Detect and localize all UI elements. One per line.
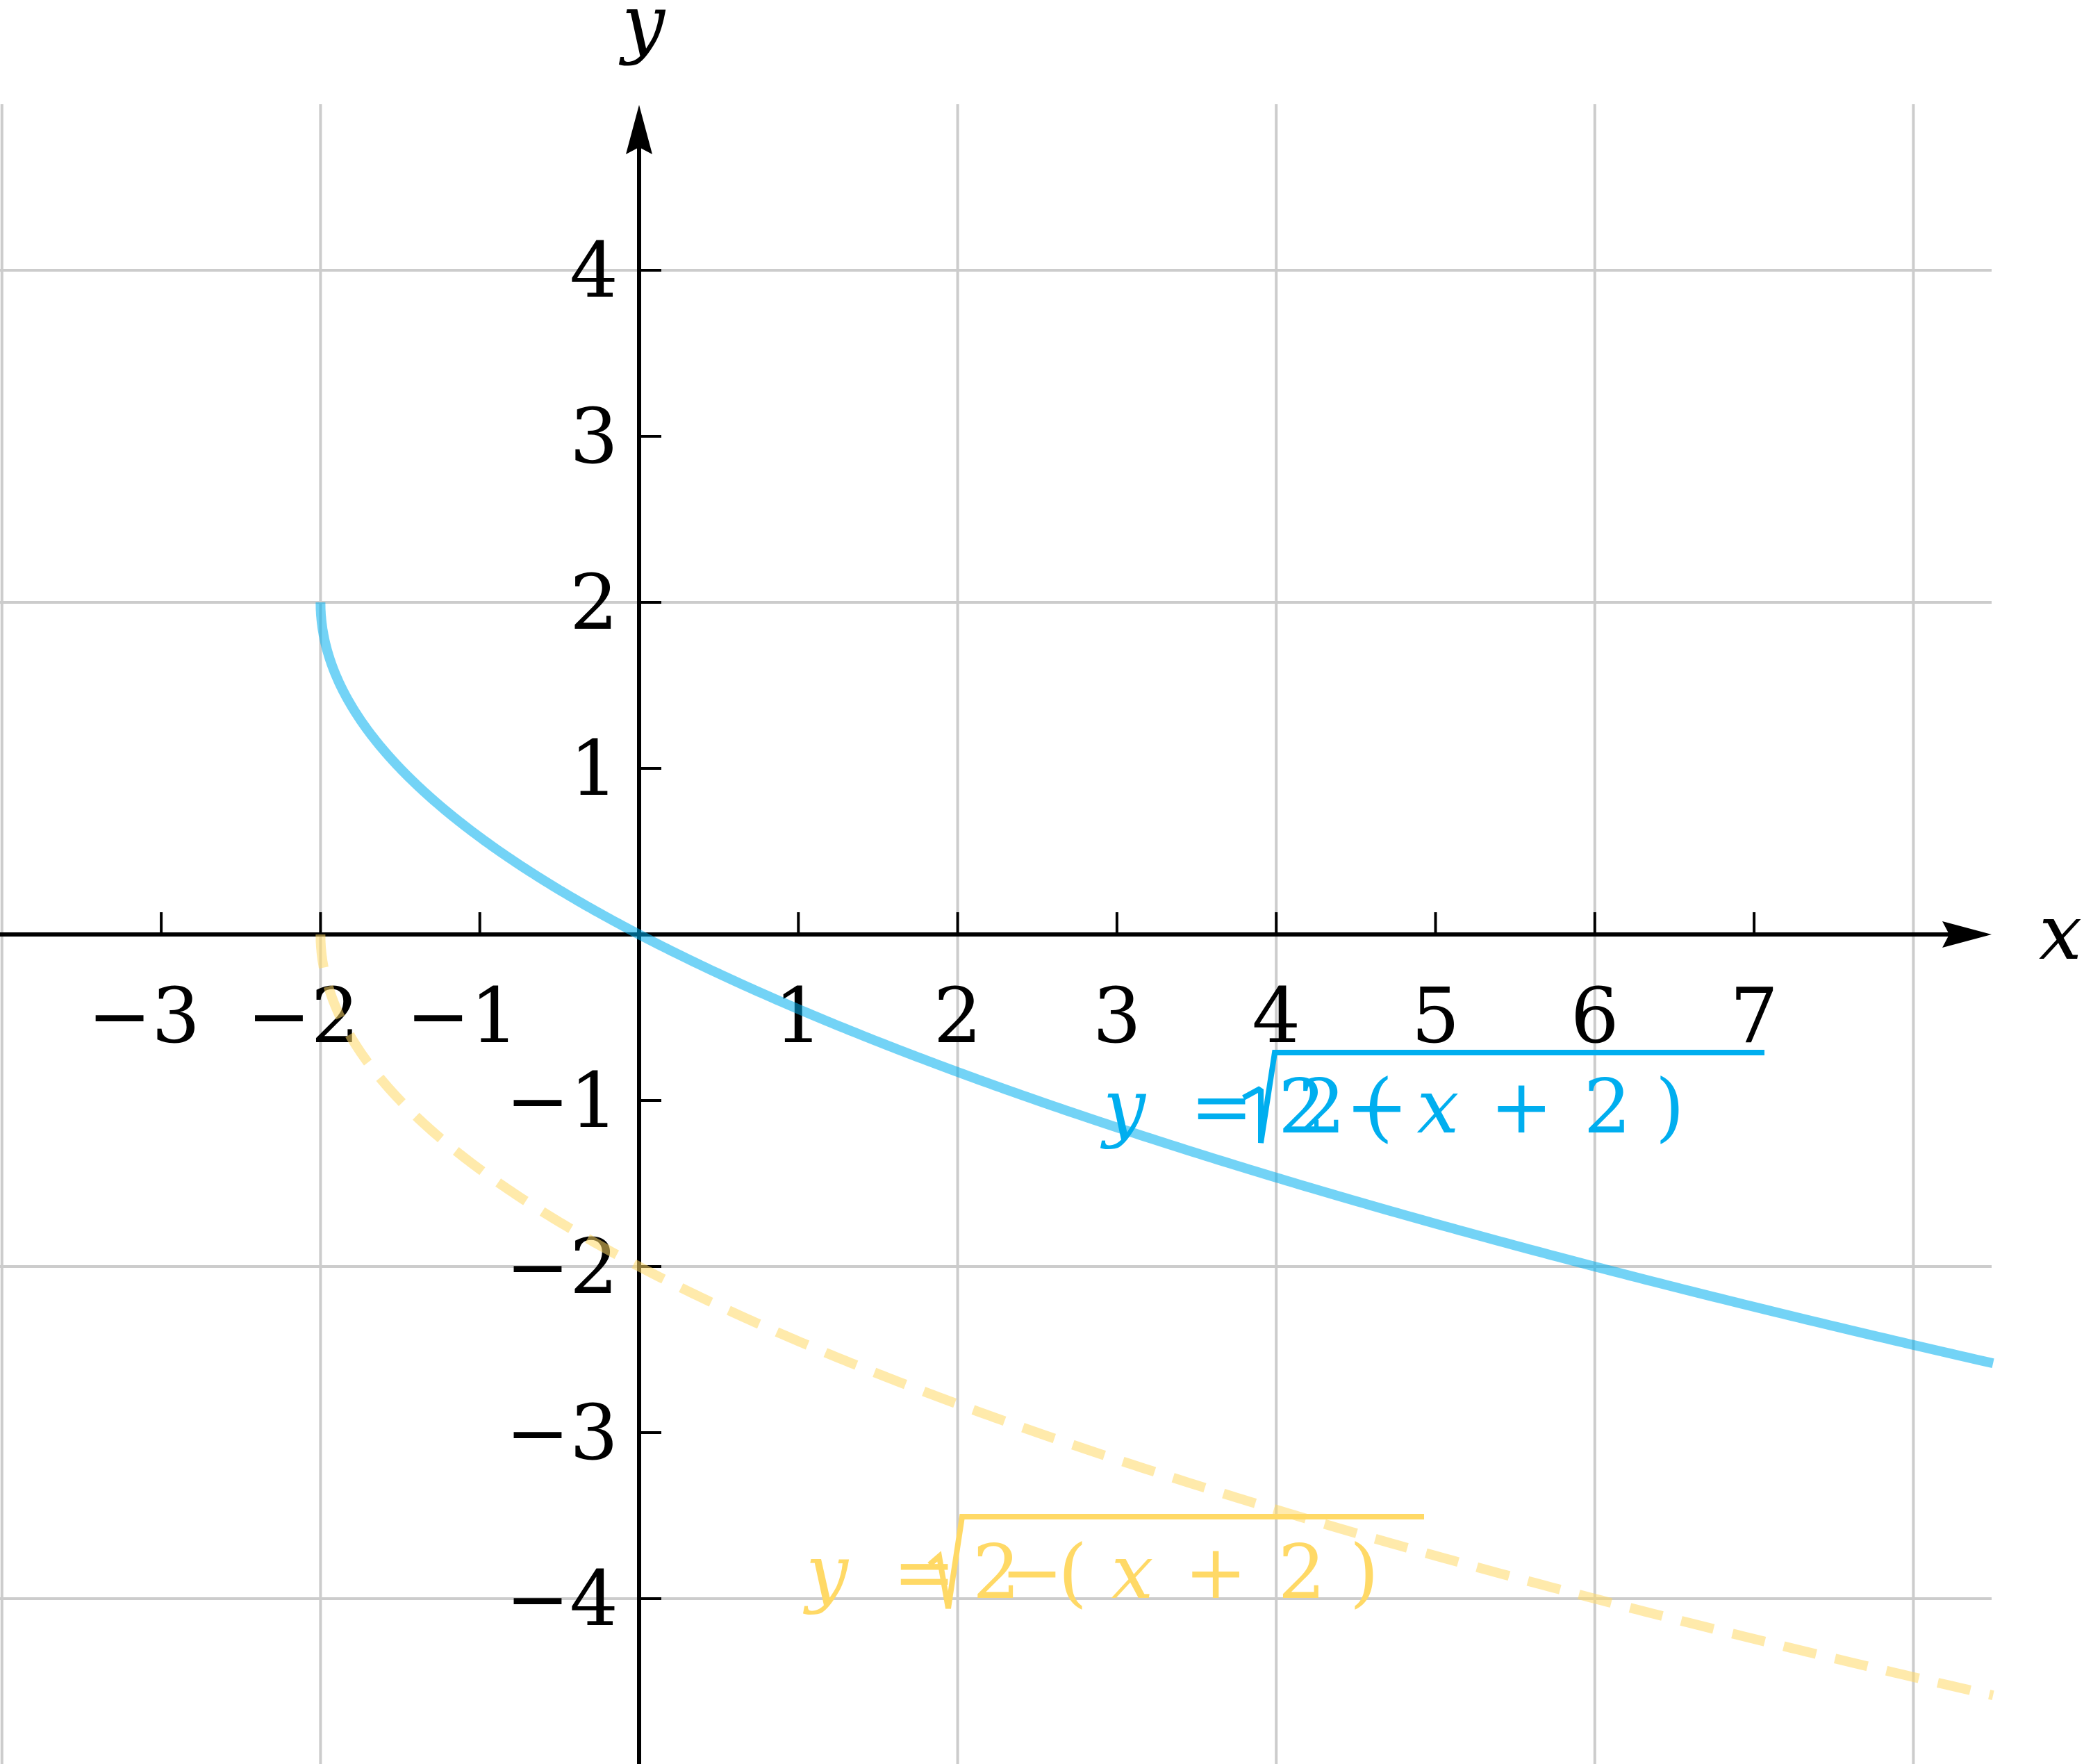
x-tick-label: 2 — [934, 971, 982, 1060]
series-line-yellow-dashed — [315, 934, 1994, 1701]
data-series — [315, 602, 1994, 1701]
equation-label-blue: y = 2− 2 ( x + 2 ) — [1100, 1050, 1764, 1151]
y-tick-label: 4 — [570, 226, 618, 315]
svg-text:2 ( x +: 2 ( x + 2 ) — [973, 1529, 1379, 1616]
y-tick-label: 1 — [570, 724, 618, 813]
y-tick-label: 3 — [570, 392, 618, 481]
radical-sign-icon — [927, 1514, 1424, 1609]
y-axis-label: y — [618, 0, 666, 67]
svg-text:2 ( x +: 2 ( x + 2 ) — [1278, 1064, 1685, 1151]
y-tick-label: −4 — [506, 1554, 618, 1643]
x-axis-label: x — [2039, 888, 2082, 977]
equation-label-yellow: y = − 2 ( x + 2 ) — [802, 1514, 1424, 1616]
x-tick-label: 6 — [1571, 971, 1619, 1060]
x-tick-label: −1 — [406, 971, 519, 1060]
y-tick-label: −3 — [506, 1388, 618, 1477]
y-tick-label: −1 — [506, 1056, 618, 1145]
x-axis-arrow-icon — [1942, 921, 1992, 948]
y-tick-label: −2 — [506, 1222, 618, 1311]
x-tick-label: 5 — [1412, 971, 1460, 1060]
radical-sign-icon — [1242, 1050, 1764, 1144]
x-tick-label: −3 — [88, 971, 200, 1060]
x-tick-label: 4 — [1252, 971, 1300, 1060]
y-axis-arrow-icon — [626, 105, 652, 154]
x-tick-label: 3 — [1093, 971, 1141, 1060]
svg-text:y = 2−: y = 2− — [1100, 1064, 1408, 1151]
y-tick-label: 2 — [570, 558, 618, 647]
x-tick-label: 7 — [1730, 971, 1778, 1060]
series-line-blue-solid — [315, 602, 1994, 1369]
